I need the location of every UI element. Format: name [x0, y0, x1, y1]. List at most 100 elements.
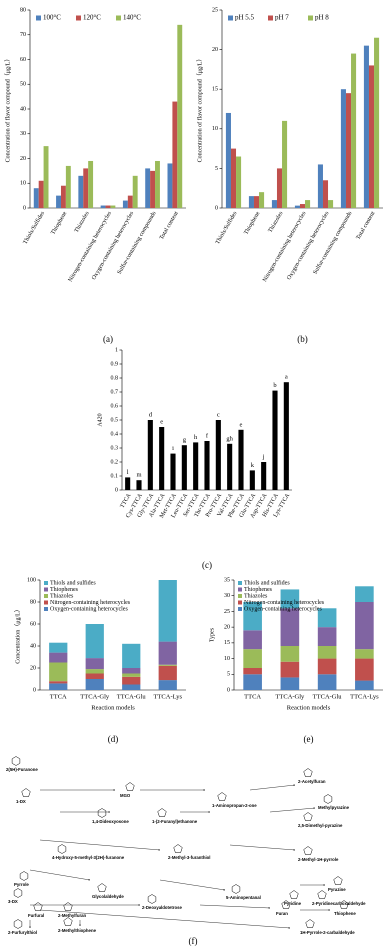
y-tick-label: 10: [212, 126, 218, 132]
bar-segment: [158, 665, 177, 681]
caption: (b): [297, 334, 308, 344]
bar-segment: [280, 661, 300, 678]
bar: [60, 185, 66, 208]
bar: [259, 192, 265, 208]
y-tick-label: 40: [20, 106, 26, 112]
bar-segment: [158, 641, 177, 665]
legend-swatch: [268, 15, 273, 21]
arrow: [159, 879, 226, 891]
bar: [193, 442, 199, 490]
y-axis-title: Concentration of flavor compound（μg/L）: [4, 56, 11, 163]
bar: [170, 453, 176, 490]
bar: [204, 441, 210, 490]
caption: (a): [103, 334, 113, 344]
bar: [127, 195, 133, 208]
x-tick-label: Thiophene: [50, 210, 68, 236]
bar: [155, 160, 160, 208]
x-tick-label: TTCA: [244, 693, 261, 700]
x-tick-label: TTCA-Glu: [117, 693, 147, 700]
y-tick-label: 0.8: [111, 375, 119, 381]
y-tick-label: 50: [20, 82, 26, 88]
y-tick-label: 40: [30, 643, 36, 649]
x-tick-label: TTCA: [50, 693, 67, 700]
bar-segment: [49, 652, 68, 663]
bar: [215, 420, 221, 490]
y-tick-label: 35: [224, 577, 230, 583]
bar-segment: [355, 680, 374, 690]
structure: [157, 808, 167, 817]
structure: [339, 900, 349, 909]
x-tick-label: Thiazoles: [74, 210, 91, 234]
structure: [305, 919, 315, 928]
bar-segment: [317, 674, 337, 690]
bar: [351, 53, 357, 209]
y-tick-label: 10: [224, 656, 230, 662]
structure: [303, 846, 313, 855]
y-tick-label: 70: [20, 32, 26, 38]
legend-swatch: [308, 15, 313, 21]
x-tick-label: Oxygen-containing heterocycles: [91, 210, 135, 281]
caption: (e): [304, 734, 314, 744]
bar: [282, 120, 288, 208]
compound-label: Thiophene: [334, 911, 356, 916]
compound-label: 1-Aminopropan-2-one: [212, 803, 257, 808]
arrow: [269, 807, 316, 813]
compound-label: 2-Acetylfuran: [298, 779, 326, 784]
y-tick-label: 0.1: [111, 473, 119, 479]
x-axis-title: Reaction models: [91, 704, 135, 711]
legend-swatch: [238, 581, 242, 585]
compound-label: Glycolaldehyde: [92, 894, 124, 899]
compound-label: 1-DX: [16, 799, 26, 804]
compound-label: 2-Pyridinecarboxaldehyde: [312, 901, 366, 906]
caption: (d): [108, 734, 119, 744]
bar-segment: [122, 643, 141, 668]
arrow: [29, 869, 91, 881]
compound-label: 4-Hydroxy-5-methyl-3(2H)-furanone: [52, 855, 125, 860]
arrow: [39, 909, 291, 929]
bar: [100, 205, 106, 208]
structure: [147, 894, 157, 904]
y-tick-label: 10: [20, 181, 26, 187]
compound-label: Pyridine: [284, 901, 302, 906]
bar-segment: [85, 669, 104, 674]
y-axis-title: Concentration（μg/L）: [14, 606, 21, 664]
arrow: [249, 784, 296, 791]
bar: [181, 445, 187, 490]
compound-label: 2,5-Dimethyl-pyrazine: [298, 823, 343, 828]
compound-label: 2-Methyl-1H-pyrrole: [298, 857, 339, 862]
significance-letter: e: [240, 421, 243, 428]
bar: [276, 168, 283, 208]
bar-segment: [85, 673, 104, 679]
bar: [305, 200, 311, 208]
bar: [167, 163, 173, 208]
bar-segment: [243, 630, 262, 650]
bar: [283, 382, 289, 490]
bar: [125, 477, 131, 490]
structure: [21, 788, 31, 797]
legend-swatch: [228, 15, 233, 21]
arrow: [199, 904, 271, 909]
structure: [217, 792, 227, 801]
significance-letter: k: [251, 462, 255, 469]
structure: [57, 844, 67, 854]
y-tick-label: 5: [227, 672, 230, 678]
significance-letter: c: [217, 411, 220, 418]
bar-segment: [243, 668, 262, 675]
compound-label: 1,4-Dideoxyosone: [92, 819, 129, 824]
y-axis-title: Types: [209, 627, 215, 642]
compound-label: 3-DX: [8, 899, 18, 904]
legend-label: 140°C: [123, 14, 141, 22]
bar-segment: [355, 586, 374, 602]
compound-label: 2-Methylthiophene: [58, 928, 97, 933]
y-tick-label: 0.7: [111, 389, 119, 395]
significance-letter: h: [194, 434, 198, 441]
x-tick-label: Thiols/Sulfides: [214, 210, 239, 246]
y-tick-label: 0.9: [111, 361, 119, 367]
x-tick-label: TTCA-Gly: [275, 693, 305, 700]
bar: [317, 164, 323, 208]
bar: [78, 175, 84, 208]
y-tick-label: 0: [115, 487, 118, 493]
bar-segment: [122, 673, 141, 677]
bar: [159, 427, 165, 490]
bar-segment: [158, 680, 177, 690]
